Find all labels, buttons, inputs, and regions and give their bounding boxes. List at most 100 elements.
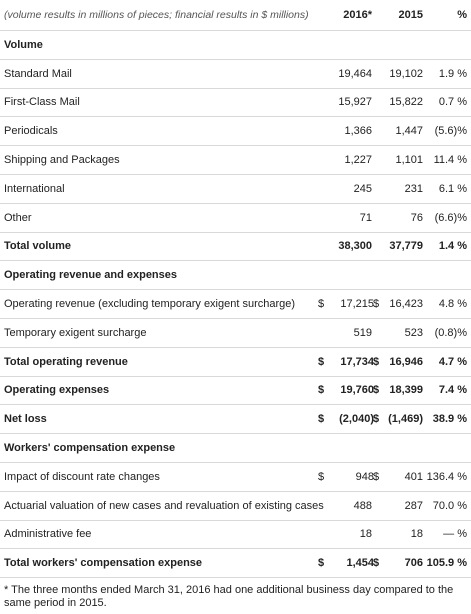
row-label: Impact of discount rate changes bbox=[4, 470, 160, 483]
percent-change: 4.7 % bbox=[438, 355, 467, 368]
value-2015: 15,822 bbox=[389, 96, 423, 109]
cell-value: 16,946 bbox=[389, 355, 423, 368]
currency-symbol: $ bbox=[373, 298, 380, 311]
currency-symbol: $ bbox=[373, 384, 380, 397]
value-2016: $948 bbox=[318, 463, 374, 491]
table-row: First-Class Mail 15,927 15,822 0.7 % bbox=[0, 89, 471, 118]
table-row: Total volume 38,300 37,779 1.4 % bbox=[0, 233, 471, 262]
currency-symbol: $ bbox=[373, 557, 380, 570]
table-row: International 245 231 6.1 % bbox=[0, 175, 471, 204]
value-2016: 1,366 bbox=[344, 125, 372, 138]
value-2015: $706 bbox=[373, 549, 423, 577]
currency-symbol: $ bbox=[318, 298, 325, 311]
percent-change: 11.4 % bbox=[433, 154, 467, 167]
row-label: Total workers' compensation expense bbox=[4, 557, 203, 570]
financial-results-table: (volume results in millions of pieces; f… bbox=[0, 9, 471, 579]
table-row: Operating expenses $19,760 $18,399 7.4 % bbox=[0, 377, 471, 406]
row-label: Operating revenue and expenses bbox=[4, 269, 178, 282]
row-label: Total operating revenue bbox=[4, 355, 128, 368]
column-header-percent: % bbox=[457, 9, 467, 21]
cell-value: 401 bbox=[404, 470, 423, 483]
cell-value: 19,760 bbox=[340, 384, 374, 397]
value-2016: 15,927 bbox=[338, 96, 372, 109]
percent-change: (5.6)% bbox=[434, 125, 467, 138]
footnote: * The three months ended March 31, 2016 … bbox=[4, 584, 454, 609]
value-2016: 71 bbox=[359, 211, 372, 224]
table-row: Total operating revenue $17,734 $16,946 4.7… bbox=[0, 348, 471, 377]
currency-symbol: $ bbox=[373, 355, 380, 368]
percent-change: (0.8)% bbox=[434, 326, 467, 339]
table-row: Actuarial valuation of new cases and rev… bbox=[0, 492, 471, 521]
table-row: Total workers' compensation expense $1,45… bbox=[0, 549, 471, 579]
value-2015: 18 bbox=[410, 528, 423, 541]
row-label: Temporary exigent surcharge bbox=[4, 326, 147, 339]
currency-symbol: $ bbox=[318, 413, 325, 426]
row-label: Volume bbox=[4, 38, 43, 51]
percent-change: 1.9 % bbox=[438, 67, 467, 80]
value-2015: 287 bbox=[404, 499, 423, 512]
row-label: Administrative fee bbox=[4, 528, 92, 541]
value-2015: $401 bbox=[373, 463, 423, 491]
cell-value: 1,454 bbox=[346, 557, 374, 570]
cell-value: 17,734 bbox=[340, 355, 374, 368]
table-row: Temporary exigent surcharge 519 523 (0.8)% bbox=[0, 319, 471, 348]
value-2015: 523 bbox=[404, 326, 423, 339]
currency-symbol: $ bbox=[318, 470, 325, 483]
row-label: Standard Mail bbox=[4, 67, 72, 80]
percent-change: 0.7 % bbox=[438, 96, 467, 109]
table-row: Workers' compensation expense bbox=[0, 434, 471, 463]
column-header-2016: 2016* bbox=[343, 9, 372, 21]
value-2016: 18 bbox=[359, 528, 372, 541]
currency-symbol: $ bbox=[318, 355, 325, 368]
percent-change: 38.9 % bbox=[432, 413, 467, 426]
row-label: Operating revenue (excluding temporary e… bbox=[4, 298, 296, 311]
row-label: Workers' compensation expense bbox=[4, 442, 176, 455]
value-2015: $16,946 bbox=[373, 348, 423, 376]
value-2016: $17,215 bbox=[318, 290, 374, 318]
value-2015: 1,447 bbox=[395, 125, 423, 138]
cell-value: (2,040) bbox=[339, 413, 374, 426]
table-row: Net loss $ (2,040) $ (1,469) 38.9 % bbox=[0, 405, 471, 435]
value-2016: 519 bbox=[353, 326, 372, 339]
percent-change: (6.6)% bbox=[434, 211, 467, 224]
value-2016: 245 bbox=[353, 182, 372, 195]
cell-value: (1,469) bbox=[388, 413, 423, 426]
value-2016: 1,227 bbox=[344, 154, 372, 167]
value-2015: $16,423 bbox=[373, 290, 423, 318]
percent-change: 105.9 % bbox=[426, 557, 467, 570]
row-label: Other bbox=[4, 211, 32, 224]
value-2016: $1,454 bbox=[318, 549, 374, 577]
cell-value: 16,423 bbox=[389, 298, 423, 311]
value-2016: 488 bbox=[353, 499, 372, 512]
value-2016: $ (2,040) bbox=[318, 405, 374, 433]
row-label: Total volume bbox=[4, 240, 72, 253]
row-label: Actuarial valuation of new cases and rev… bbox=[4, 499, 324, 512]
table-row: Volume bbox=[0, 31, 471, 60]
table-row: Periodicals 1,366 1,447 (5.6)% bbox=[0, 117, 471, 147]
value-2015: 76 bbox=[410, 211, 423, 224]
cell-value: 17,215 bbox=[340, 298, 374, 311]
value-2015: $ (1,469) bbox=[373, 405, 423, 433]
percent-change: 6.1 % bbox=[438, 182, 467, 195]
value-2016: $19,760 bbox=[318, 377, 374, 405]
table-body: Volume Standard Mail 19,464 19,102 1.9 % Firs… bbox=[0, 31, 471, 579]
percent-change: 7.4 % bbox=[438, 384, 467, 397]
value-2016: 19,464 bbox=[338, 67, 372, 80]
table-row: Standard Mail 19,464 19,102 1.9 % bbox=[0, 60, 471, 89]
column-header-2015: 2015 bbox=[398, 9, 423, 21]
percent-change: 1.4 % bbox=[438, 240, 467, 253]
table-caption: (volume results in millions of pieces; f… bbox=[4, 9, 309, 21]
percent-change: 136.4 % bbox=[426, 470, 467, 483]
percent-change: — % bbox=[443, 528, 467, 541]
row-label: Operating expenses bbox=[4, 384, 110, 397]
row-label: Net loss bbox=[4, 413, 47, 426]
currency-symbol: $ bbox=[318, 557, 325, 570]
table-row: Operating revenue (excluding temporary e… bbox=[0, 290, 471, 319]
value-2015: 37,779 bbox=[389, 240, 423, 253]
value-2016: 38,300 bbox=[338, 240, 372, 253]
row-label: Shipping and Packages bbox=[4, 154, 120, 167]
value-2015: $18,399 bbox=[373, 377, 423, 405]
value-2016: $17,734 bbox=[318, 348, 374, 376]
cell-value: 18,399 bbox=[389, 384, 423, 397]
percent-change: 70.0 % bbox=[432, 499, 467, 512]
